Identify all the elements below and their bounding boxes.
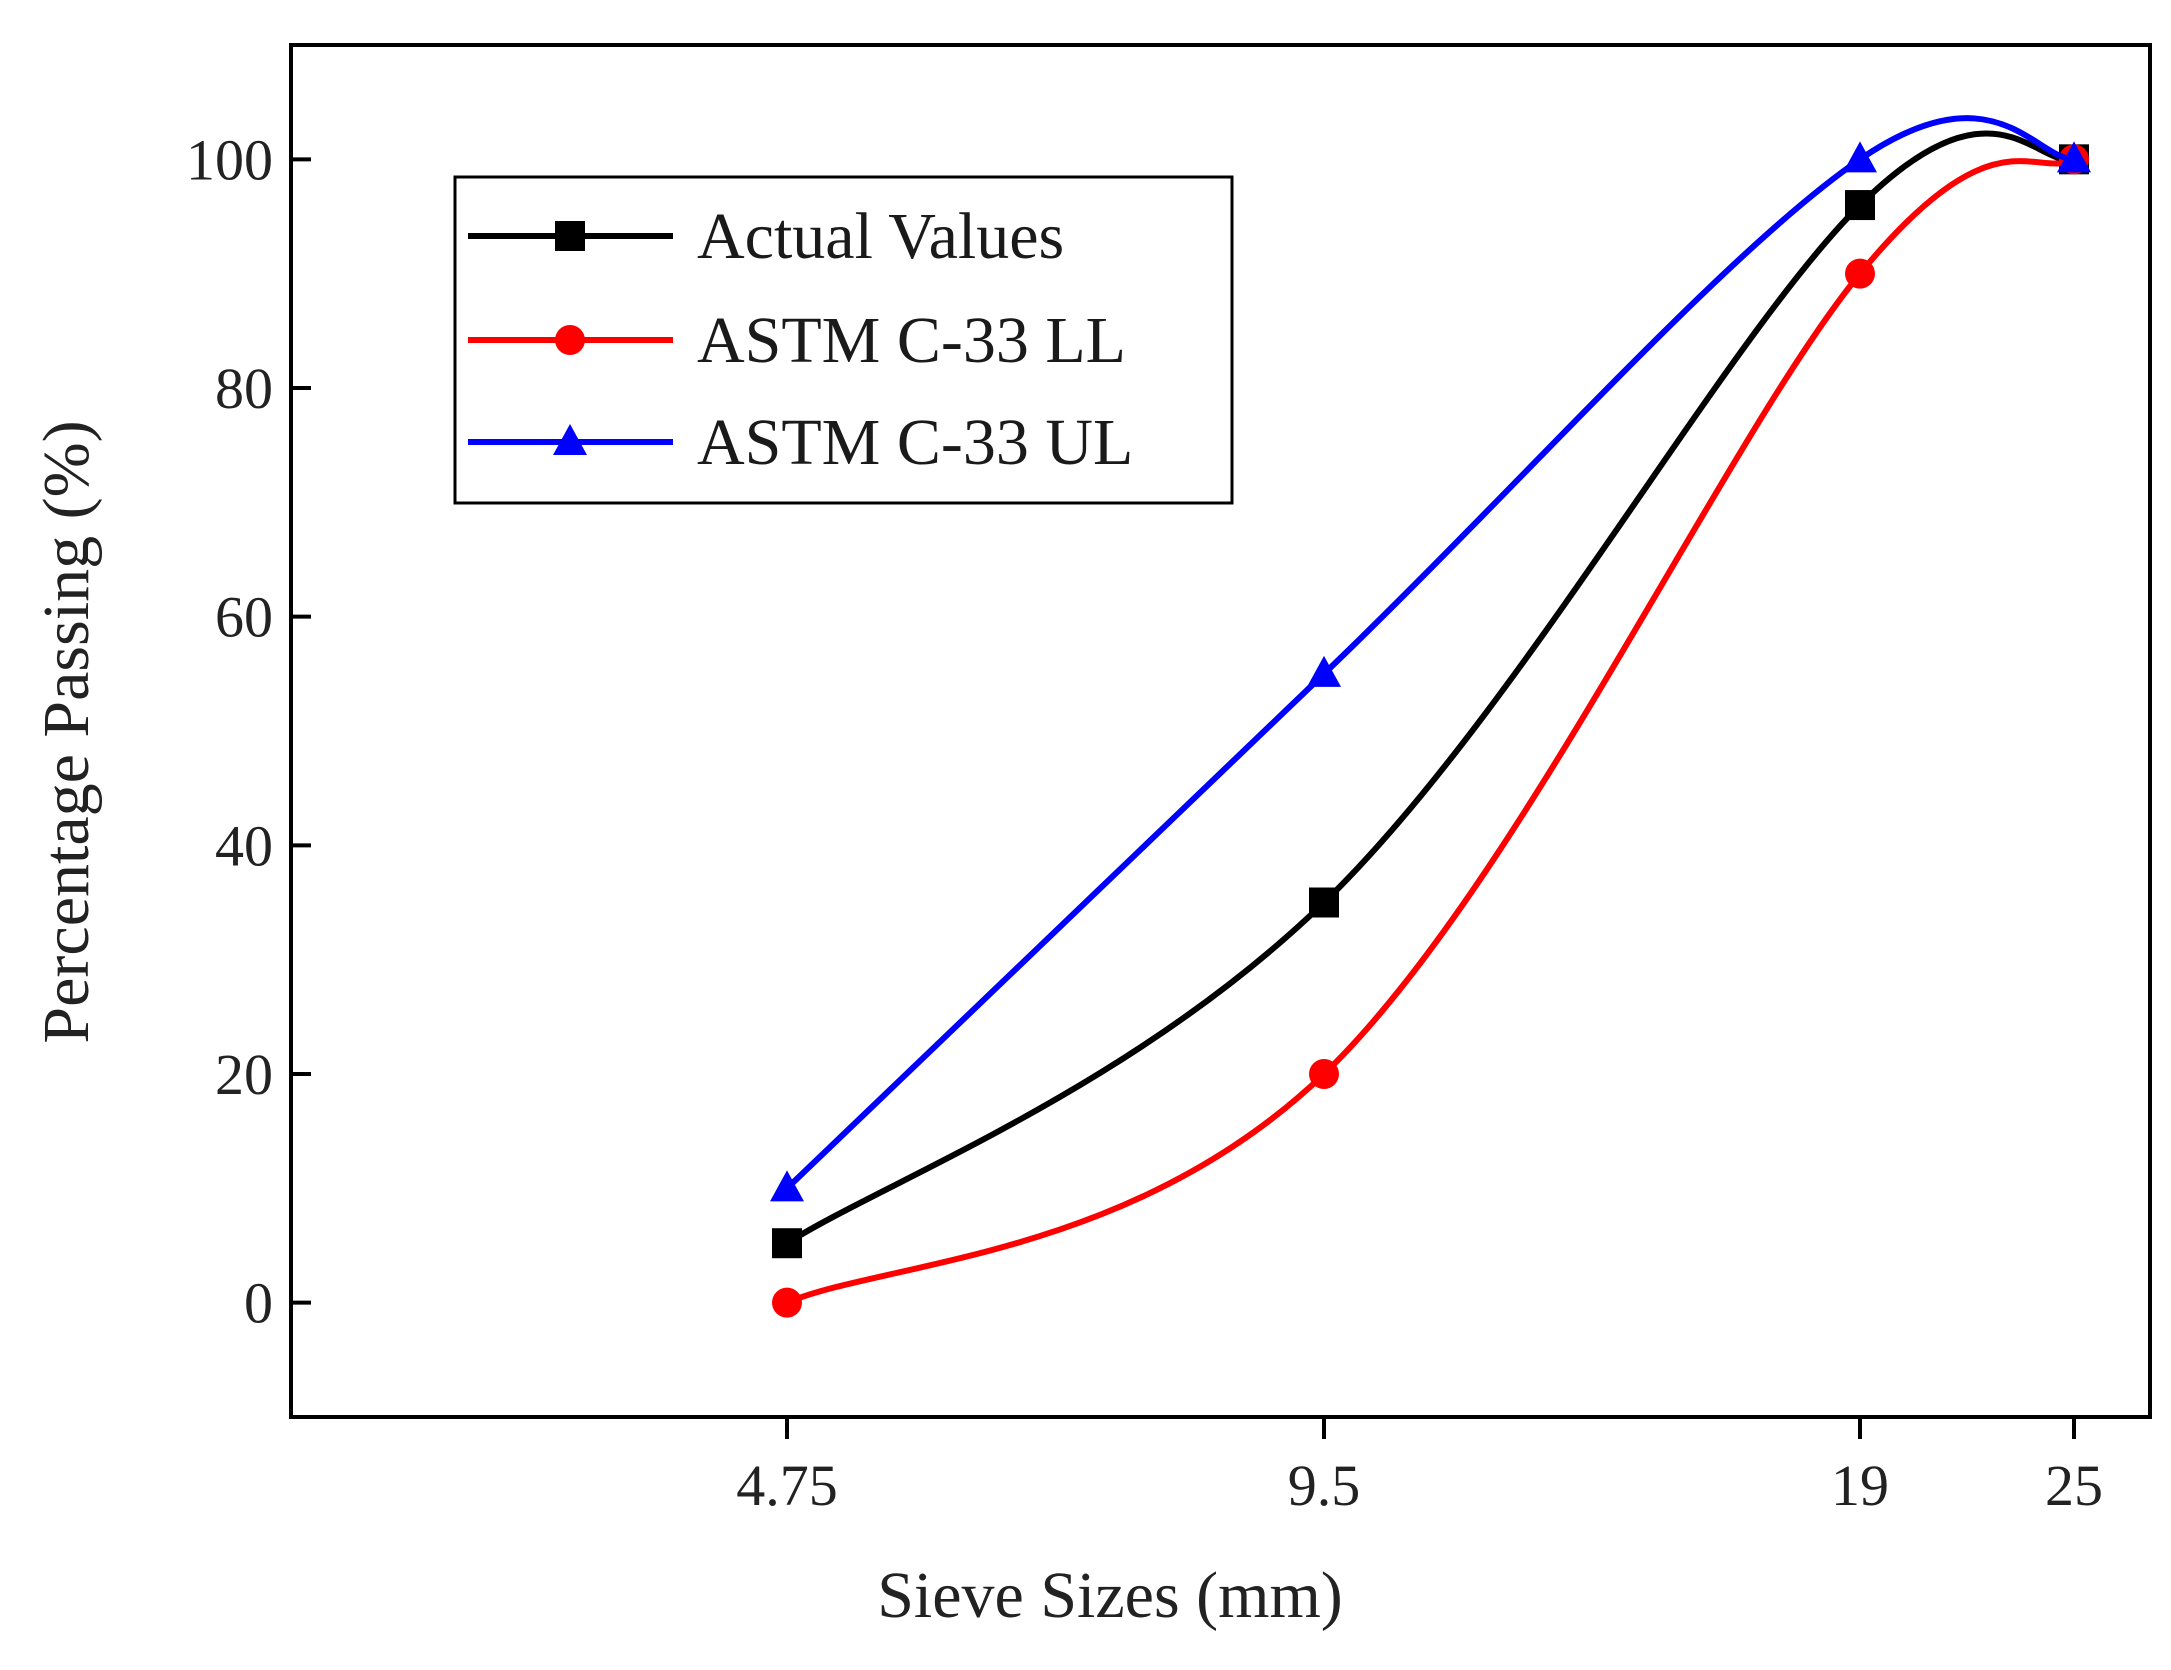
legend-marker-triangle — [553, 424, 587, 455]
y-axis-title: Percentage Passing (%) — [30, 420, 103, 1043]
x-tick-label: 19 — [1831, 1453, 1889, 1518]
data-point-triangle — [1843, 141, 1877, 173]
data-point-triangle — [2057, 141, 2091, 173]
x-tick-label: 9.5 — [1288, 1453, 1361, 1518]
y-tick-label: 40 — [215, 813, 273, 878]
y-tick-label: 100 — [186, 127, 273, 192]
data-point-square — [772, 1228, 802, 1259]
y-tick-label: 20 — [215, 1042, 273, 1107]
series-line — [784, 115, 2075, 1191]
y-axis: 0 20 40 60 80 100 — [186, 127, 311, 1336]
legend-label: Actual Values — [697, 200, 1064, 273]
series-layer — [770, 115, 2091, 1318]
legend-marker-square — [555, 221, 585, 251]
series-triangle — [770, 115, 2091, 1202]
x-axis-title: Sieve Sizes (mm) — [877, 1559, 1343, 1632]
x-axis: 4.75 9.5 19 25 — [736, 1417, 2103, 1518]
legend-marker-circle — [555, 325, 585, 355]
x-tick-label: 4.75 — [736, 1453, 838, 1518]
series-line — [785, 156, 2076, 1306]
data-point-triangle — [770, 1170, 804, 1202]
data-point-circle — [772, 1287, 802, 1318]
plot-frame — [289, 43, 2152, 1419]
legend: Actual Values ASTM C-33 LL ASTM C-33 UL — [453, 175, 1234, 505]
data-point-square — [1309, 887, 1339, 918]
legend-label: ASTM C-33 LL — [697, 304, 1126, 377]
y-tick-label: 80 — [215, 356, 273, 421]
legend-label: ASTM C-33 UL — [697, 406, 1133, 479]
data-point-triangle — [1307, 655, 1341, 687]
y-tick-label: 0 — [244, 1271, 273, 1336]
x-tick-label: 25 — [2045, 1453, 2103, 1518]
series-line — [785, 130, 2075, 1246]
y-tick-label: 60 — [215, 585, 273, 650]
data-point-square — [1845, 190, 1875, 221]
data-point-circle — [1309, 1059, 1339, 1089]
data-point-circle — [1845, 258, 1875, 289]
